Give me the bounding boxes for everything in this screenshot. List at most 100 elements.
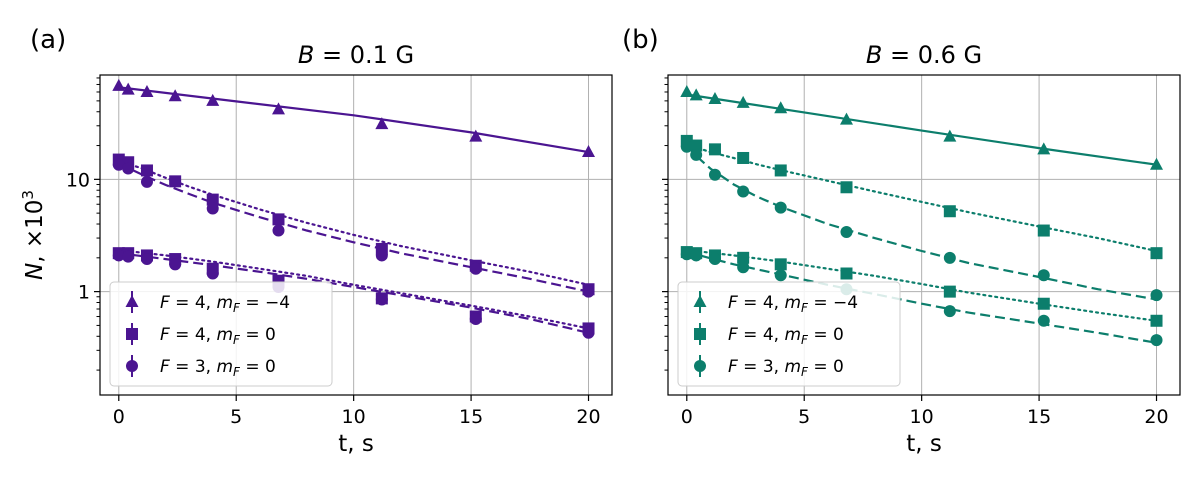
panel-a-series-2-point-3: [206, 202, 219, 215]
panel-b-series-1-point-13: [774, 258, 787, 271]
panel-b-series-2-point-13: [774, 269, 787, 282]
panel-b-legend-label-2: F = 3, mF = 0: [728, 357, 844, 379]
panel-a-series-0-point-7: [469, 129, 483, 142]
panel-a-series-1-point-2: [140, 164, 153, 177]
panel-a-ylabel: N, ×103: [19, 190, 48, 280]
panel-a-legend: F = 4, mF = −4 F = 4, mF = 0 F = 3, mF = 0: [109, 281, 333, 387]
panel-a-series-1-point-4: [206, 193, 219, 206]
panel-a-series-2-point-2: [140, 175, 153, 188]
panel-b-series-1-point-3: [737, 151, 750, 164]
panel-b-series-2-point-7: [1037, 269, 1050, 282]
panel-b-series-1-point-17: [1150, 314, 1163, 327]
panel-a-ytick-label-0: 1: [78, 282, 90, 304]
panel-b-series-0-point-6: [943, 129, 957, 142]
panel-a-series-2-point-0: [112, 158, 125, 171]
panel-a-legend-label-0: F = 4, mF = −4: [160, 293, 290, 315]
panel-a-xlabel: t, s: [338, 431, 374, 457]
panel-a-series-0-point-8: [582, 145, 596, 158]
panel-b-legend-label-1: F = 4, mF = 0: [728, 325, 844, 347]
panel-b-series-1-point-12: [737, 251, 750, 264]
panel-a-series-0-point-3: [168, 89, 182, 102]
panel-b-series-2-point-5: [840, 225, 853, 238]
panel-a-axes-frame: [99, 74, 613, 396]
panel-b-series-1-point-4: [774, 164, 787, 177]
panel-b: 0 5 10 15 20t, sB = 0.6 G(b)F = 4, mF = −4F …: [622, 25, 1181, 457]
panel-b-series-2-point-0: [680, 140, 693, 153]
panel-a-xtick-label-3: 15: [459, 406, 483, 428]
panel-b-series-1-point-14: [840, 267, 853, 280]
panel-b-xtick-label-2: 10: [910, 406, 934, 428]
panel-b-series-0-point-7: [1037, 142, 1051, 155]
panel-a-series-2-point-14: [375, 293, 388, 306]
panel-a-series-2-point-1: [122, 162, 135, 175]
panel-a-series-0-fit-0: [118, 86, 589, 154]
panel-b-series-1-point-7: [1037, 224, 1050, 237]
panel-b-legend-label-0: F = 4, mF = −4: [728, 293, 858, 315]
panel-a-series-2-point-9: [122, 250, 135, 263]
panel-a-series-2-point-16: [582, 326, 595, 339]
panel-b-series-2-point-9: [680, 248, 693, 261]
panel-a-series-2-point-7: [582, 285, 595, 298]
panel-b-legend-marker-1: [694, 328, 706, 340]
panel-a-legend-marker-2: [126, 360, 138, 372]
panel-b-title: B = 0.6 G: [866, 41, 982, 69]
panel-a-series-0-point-5: [271, 102, 285, 115]
panel-b-series-0-point-8: [1150, 157, 1164, 170]
panel-a-series-2-point-12: [206, 267, 219, 280]
panel-a-legend-marker-0: [125, 295, 139, 307]
panel-a-series-0-point-6: [375, 117, 389, 130]
panel-b-series-1-point-1: [690, 139, 703, 152]
panel-a-series-1-point-5: [272, 213, 285, 226]
panel-a-series-0-point-2: [140, 84, 154, 97]
panel-b-series-2-point-3: [737, 185, 750, 198]
panel-b-series-2-point-4: [774, 201, 787, 214]
panel-a-legend-label-2: F = 3, mF = 0: [160, 357, 276, 379]
panel-a-series-1-fit-1: [117, 248, 590, 330]
panel-b-legend-marker-0: [693, 295, 707, 307]
panel-b-series-2-point-15: [943, 305, 956, 318]
panel-b-series-1-point-15: [943, 285, 956, 298]
panel-b-series-0-fit-0: [686, 93, 1157, 166]
panel-b-series-2-point-6: [943, 251, 956, 264]
panel-b-label: (b): [622, 25, 659, 55]
panel-a-legend-label-1: F = 4, mF = 0: [160, 325, 276, 347]
panel-a-series-2-point-15: [469, 313, 482, 326]
panel-b-series-0-point-4: [774, 101, 788, 114]
panel-b-series-0-point-0: [680, 84, 694, 97]
panel-a-xtick-label-0: 0: [113, 406, 125, 428]
panel-b-series-1-point-5: [840, 181, 853, 194]
panel-a-label: (a): [30, 25, 66, 55]
panel-b-series-1-point-6: [943, 205, 956, 218]
panel-b-series-2-point-11: [708, 253, 721, 266]
panel-b-legend-marker-2: [694, 360, 706, 372]
panel-a-ytick-label-1: 10: [66, 169, 90, 191]
panel-b-series-1-point-2: [708, 143, 721, 156]
panel-b-series-2-point-17: [1150, 334, 1163, 347]
panel-b-series-1-fit-1: [685, 248, 1158, 322]
panel-b-xtick-label-4: 20: [1144, 406, 1168, 428]
panel-a-series-2-point-10: [140, 253, 153, 266]
panel-a-series-2-point-5: [375, 249, 388, 262]
panel-a-series-2-point-8: [112, 249, 125, 262]
panel-a-legend-box: [109, 281, 333, 387]
panel-a-series-1-point-3: [169, 175, 182, 188]
panel-a-series-0-point-1: [121, 82, 135, 95]
panel-a-series-2-point-4: [272, 224, 285, 237]
panel-b-series-2-point-10: [690, 249, 703, 262]
panel-a-legend-marker-1: [126, 328, 138, 340]
panel-a-series-2-point-11: [169, 258, 182, 271]
panel-a-xtick-label-4: 20: [576, 406, 600, 428]
panel-b-legend: F = 4, mF = −4 F = 4, mF = 0 F = 3, mF = 0: [677, 281, 901, 387]
panel-a-xtick-label-2: 10: [342, 406, 366, 428]
panel-a-series-0-point-4: [206, 93, 220, 106]
panel-b-xtick-label-3: 15: [1027, 406, 1051, 428]
panel-b-series-2-point-2: [708, 168, 721, 181]
panel-b-series-1-point-8: [1150, 247, 1163, 260]
panel-b-xlabel: t, s: [906, 431, 942, 457]
panel-a: 0 5 10 15 20 1 10 t, s N, ×103 B = 0.1 G (a) F = 4,…: [19, 25, 613, 457]
panel-b-series-0-point-5: [839, 112, 853, 125]
panel-b-series-2-point-8: [1150, 289, 1163, 302]
panel-b-series-0-point-1: [689, 88, 703, 101]
panel-b-series-2-point-1: [690, 148, 703, 161]
